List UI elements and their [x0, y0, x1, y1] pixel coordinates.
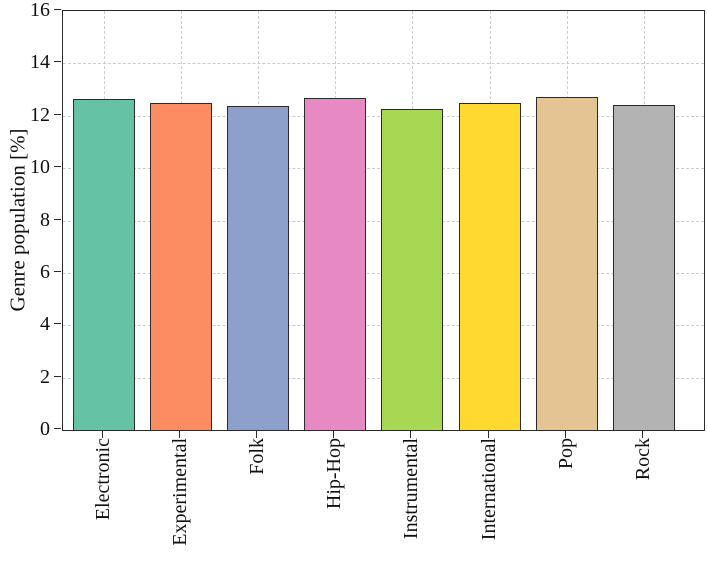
x-tick-label: International	[477, 438, 500, 541]
y-tick-mark	[54, 113, 61, 115]
x-tick-label: Instrumental	[400, 438, 423, 540]
y-tick-mark	[54, 166, 61, 168]
x-tick-mark	[333, 431, 335, 438]
y-tick-mark	[54, 428, 61, 429]
y-tick-label: 2	[40, 365, 50, 388]
y-tick-label: 8	[40, 208, 50, 231]
plot-area	[62, 10, 705, 431]
x-tick-label: Hip-Hop	[323, 438, 346, 510]
y-tick-label: 10	[30, 156, 50, 179]
x-tick-mark	[410, 431, 412, 438]
y-tick-mark	[54, 375, 61, 377]
y-tick-label: 12	[30, 103, 50, 126]
bar-hip-hop	[304, 98, 367, 430]
y-tick-mark	[54, 218, 61, 220]
x-tick-mark	[487, 431, 489, 438]
x-tick-mark	[101, 431, 103, 438]
y-tick-mark	[54, 9, 61, 10]
y-tick-label: 14	[30, 51, 50, 74]
y-tick-label: 0	[40, 418, 50, 440]
x-tick-label: Experimental	[168, 438, 191, 546]
x-tick-mark	[255, 431, 257, 438]
x-tick-label: Rock	[632, 438, 655, 481]
horizontal-gridline	[63, 63, 704, 65]
bar-experimental	[149, 103, 212, 430]
x-tick-mark	[564, 431, 566, 438]
x-tick-label: Folk	[245, 438, 268, 475]
y-tick-label: 6	[40, 260, 50, 283]
y-tick-label: 16	[30, 0, 50, 21]
x-tick-mark	[642, 431, 644, 438]
x-tick-label: Pop	[554, 438, 577, 470]
y-tick-label: 4	[40, 313, 50, 336]
x-tick-label: Electronic	[91, 438, 114, 521]
bar-international	[458, 102, 521, 430]
y-tick-mark	[54, 270, 61, 272]
bar-folk	[226, 105, 289, 430]
x-tick-mark	[178, 431, 180, 438]
bar-electronic	[72, 99, 135, 430]
bar-instrumental	[381, 109, 444, 430]
bar-pop	[535, 97, 598, 430]
y-tick-mark	[54, 61, 61, 63]
y-tick-mark	[54, 323, 61, 325]
bar-rock	[613, 104, 676, 430]
